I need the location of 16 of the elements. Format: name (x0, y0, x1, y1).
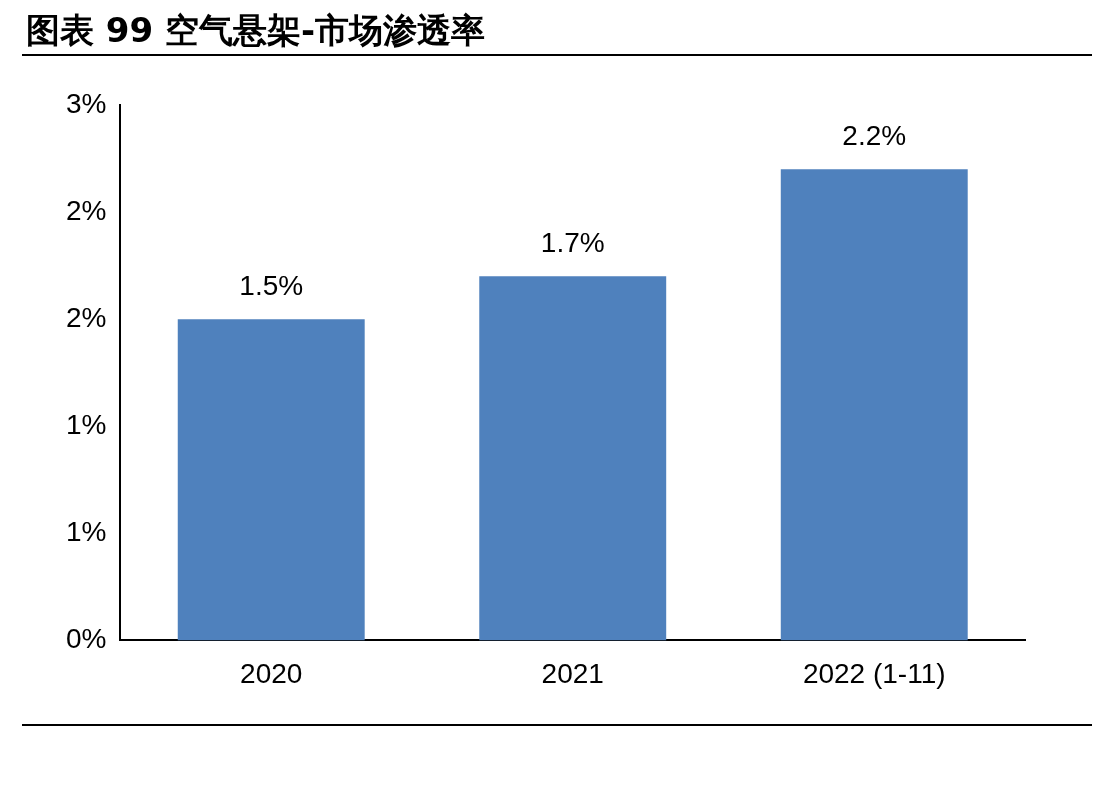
y-tick-label: 2% (66, 194, 107, 226)
x-tick-label: 2021 (541, 657, 604, 689)
bar (780, 169, 968, 641)
y-tick-label: 2% (66, 301, 107, 333)
data-label: 1.7% (540, 227, 605, 259)
y-tick-label: 1% (66, 516, 107, 548)
y-tick-label: 1% (66, 408, 107, 440)
y-tick-label: 0% (66, 623, 107, 655)
data-label: 2.2% (842, 119, 907, 151)
x-tick-label: 2020 (240, 657, 303, 689)
chart-title: 图表 99 空气悬架-市场渗透率 (26, 9, 486, 52)
y-tick-label: 3% (66, 87, 107, 119)
bar (479, 276, 667, 641)
data-label: 1.5% (239, 269, 304, 301)
bar (177, 319, 365, 641)
x-tick-label: 2022 (1-11) (802, 657, 946, 689)
